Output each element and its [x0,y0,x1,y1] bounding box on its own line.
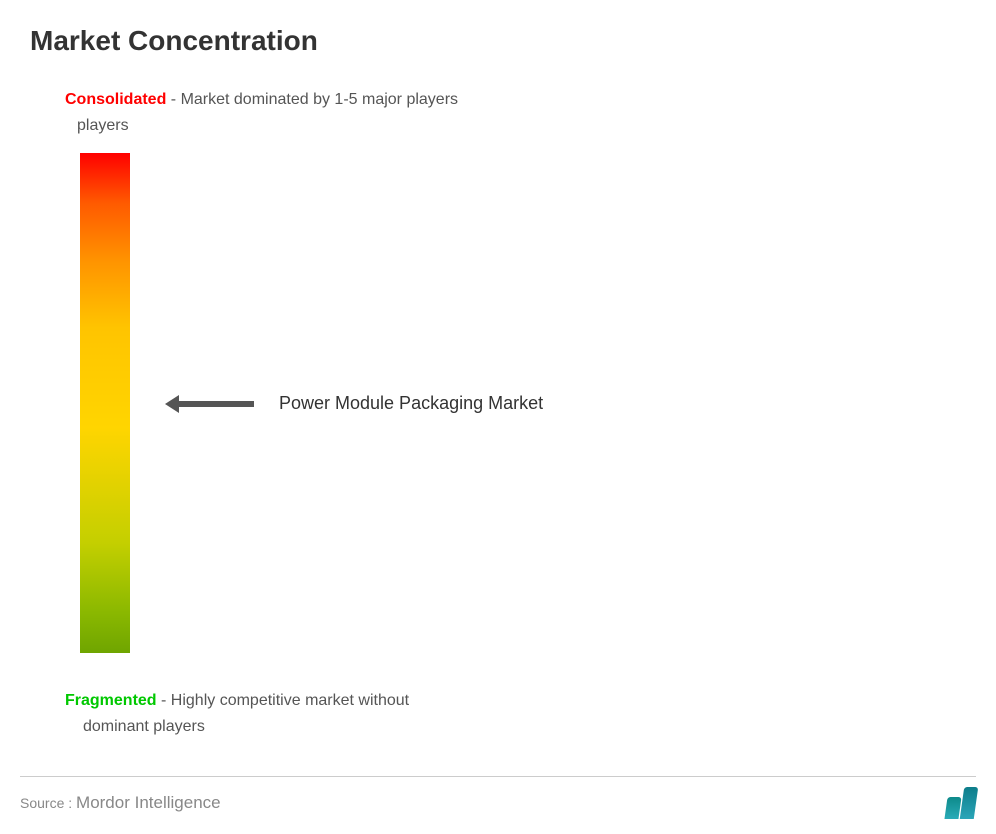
fragmented-line2: dominant players [83,714,966,740]
arrow-icon [165,395,254,413]
logo-bar-1 [944,797,961,819]
market-name: Power Module Packaging Market [279,393,543,414]
consolidated-label: Consolidated - Market dominated by 1-5 m… [65,87,966,138]
gradient-bar [80,153,130,653]
fragmented-term: Fragmented [65,692,157,709]
source-attribution: Source : Mordor Intelligence [20,793,221,813]
source-prefix: Source : [20,795,76,811]
fragmented-label: Fragmented - Highly competitive market w… [65,688,966,739]
page-title: Market Concentration [30,25,966,57]
market-pointer: Power Module Packaging Market [165,393,543,414]
arrow-head [165,395,179,413]
concentration-scale: Power Module Packaging Market [80,153,966,653]
consolidated-term: Consolidated [65,91,166,108]
logo-icon [946,787,976,819]
source-name: Mordor Intelligence [76,793,221,812]
fragmented-description: - Highly competitive market without [157,692,410,709]
logo-bar-2 [960,787,978,819]
consolidated-description: - Market dominated by 1-5 major players [166,91,458,108]
consolidated-line2: players [77,113,966,139]
arrow-line [179,401,254,407]
footer: Source : Mordor Intelligence [20,776,976,819]
